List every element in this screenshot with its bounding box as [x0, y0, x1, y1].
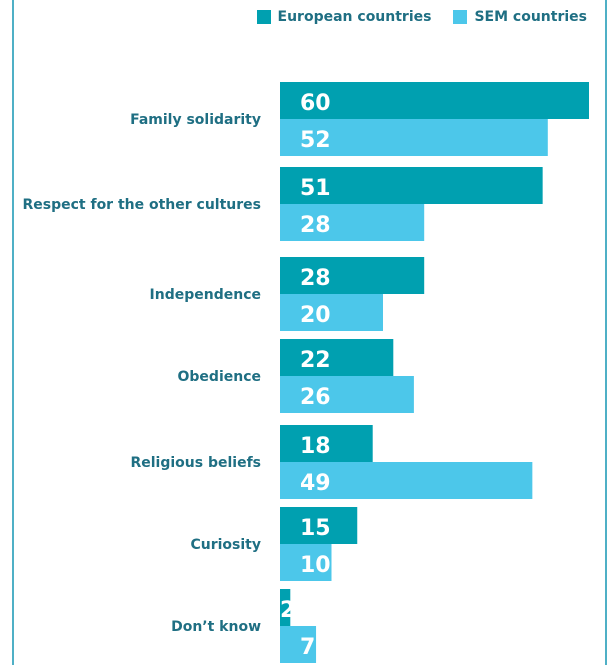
bar-sem-curiosity — [280, 544, 332, 581]
data-label-sem-curiosity: 10 — [300, 553, 331, 578]
bar-european-don-t-know — [280, 589, 291, 626]
data-label-european-obedience: 22 — [300, 348, 331, 373]
category-label-respect-for-the-other-cultures: Respect for the other cultures — [22, 197, 261, 213]
bar-sem-obedience — [280, 376, 414, 413]
bar-sem-religious-beliefs — [280, 462, 533, 499]
category-label-family-solidarity: Family solidarity — [130, 112, 261, 128]
legend-swatch-european — [256, 10, 271, 24]
legend-swatch-sem — [453, 10, 468, 24]
bar-european-family-solidarity — [280, 82, 589, 119]
data-label-european-curiosity: 15 — [300, 516, 331, 541]
legend-label-sem: SEM countries — [474, 9, 587, 25]
bar-european-religious-beliefs — [280, 425, 373, 462]
bar-sem-family-solidarity — [280, 119, 548, 156]
bar-european-obedience — [280, 339, 394, 376]
bar-sem-respect-for-the-other-cultures — [280, 204, 425, 241]
data-label-european-family-solidarity: 60 — [300, 91, 331, 116]
data-label-european-don-t-know: 2 — [280, 598, 295, 623]
bar-sem-independence — [280, 294, 383, 331]
bar-european-curiosity — [280, 507, 358, 544]
legend-item-sem: SEM countries — [453, 9, 587, 25]
legend-label-european: European countries — [277, 9, 432, 25]
legend-item-european: European countries — [256, 9, 432, 25]
data-label-sem-don-t-know: 7 — [300, 635, 315, 660]
bar-european-independence — [280, 257, 425, 294]
data-label-sem-family-solidarity: 52 — [300, 128, 331, 153]
category-label-curiosity: Curiosity — [190, 537, 261, 553]
data-label-sem-obedience: 26 — [300, 385, 331, 410]
frame-right-border — [605, 0, 607, 665]
data-label-sem-religious-beliefs: 49 — [300, 471, 331, 496]
frame-left-border — [12, 0, 14, 665]
bar-sem-don-t-know — [280, 626, 317, 663]
data-label-european-respect-for-the-other-cultures: 51 — [300, 176, 331, 201]
data-label-sem-independence: 20 — [300, 303, 331, 328]
data-label-european-religious-beliefs: 18 — [300, 434, 331, 459]
category-label-don-t-know: Don’t know — [171, 619, 261, 635]
category-label-religious-beliefs: Religious beliefs — [130, 455, 261, 471]
data-label-european-independence: 28 — [300, 266, 331, 291]
chart-legend: European countries SEM countries — [256, 9, 587, 25]
category-label-obedience: Obedience — [178, 369, 262, 385]
bar-european-respect-for-the-other-cultures — [280, 167, 543, 204]
data-label-sem-respect-for-the-other-cultures: 28 — [300, 213, 331, 238]
category-label-independence: Independence — [150, 287, 261, 303]
